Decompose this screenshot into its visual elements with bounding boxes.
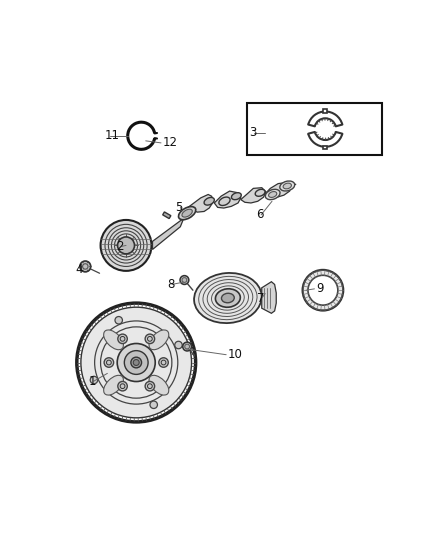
Text: 2: 2 <box>117 240 124 253</box>
Text: 6: 6 <box>256 208 264 221</box>
Ellipse shape <box>255 189 265 196</box>
Circle shape <box>104 358 113 367</box>
Circle shape <box>308 275 338 305</box>
Text: 12: 12 <box>162 136 178 149</box>
Circle shape <box>90 376 98 384</box>
Ellipse shape <box>104 330 124 350</box>
Ellipse shape <box>231 193 241 200</box>
Text: 3: 3 <box>249 126 256 139</box>
Circle shape <box>81 307 191 418</box>
Text: 9: 9 <box>316 282 324 295</box>
Circle shape <box>117 343 155 382</box>
Circle shape <box>303 270 343 311</box>
Ellipse shape <box>219 197 230 206</box>
Circle shape <box>115 317 123 324</box>
Ellipse shape <box>280 181 295 191</box>
Circle shape <box>80 261 91 272</box>
Polygon shape <box>187 195 214 212</box>
Polygon shape <box>241 188 266 203</box>
Circle shape <box>133 360 139 366</box>
Circle shape <box>145 382 155 391</box>
Circle shape <box>150 401 157 408</box>
Circle shape <box>183 342 191 351</box>
Bar <box>323 146 327 149</box>
Circle shape <box>175 341 182 349</box>
Ellipse shape <box>104 375 124 395</box>
Circle shape <box>101 220 152 271</box>
Ellipse shape <box>204 197 214 205</box>
Ellipse shape <box>265 189 280 200</box>
Circle shape <box>159 358 168 367</box>
Text: 8: 8 <box>167 278 174 291</box>
Text: 1: 1 <box>88 375 96 387</box>
Text: 7: 7 <box>257 292 264 304</box>
Ellipse shape <box>268 191 277 197</box>
Ellipse shape <box>283 183 291 189</box>
Ellipse shape <box>179 207 196 220</box>
Circle shape <box>180 276 189 285</box>
Text: 10: 10 <box>228 348 243 361</box>
Polygon shape <box>152 218 184 249</box>
Ellipse shape <box>194 273 261 323</box>
Circle shape <box>145 334 155 344</box>
Ellipse shape <box>222 293 234 303</box>
Text: 11: 11 <box>105 130 120 142</box>
Text: 5: 5 <box>175 201 183 214</box>
Circle shape <box>131 357 141 368</box>
Ellipse shape <box>149 330 169 350</box>
Ellipse shape <box>182 209 192 217</box>
Circle shape <box>117 237 134 254</box>
Polygon shape <box>214 191 241 208</box>
Bar <box>247 103 382 156</box>
Polygon shape <box>265 183 291 197</box>
Circle shape <box>118 382 127 391</box>
Ellipse shape <box>149 375 169 395</box>
Circle shape <box>124 351 148 374</box>
Circle shape <box>118 334 127 344</box>
Bar <box>162 212 171 219</box>
Ellipse shape <box>215 289 240 307</box>
Polygon shape <box>262 282 276 313</box>
Text: 4: 4 <box>76 263 83 276</box>
Bar <box>323 109 327 112</box>
